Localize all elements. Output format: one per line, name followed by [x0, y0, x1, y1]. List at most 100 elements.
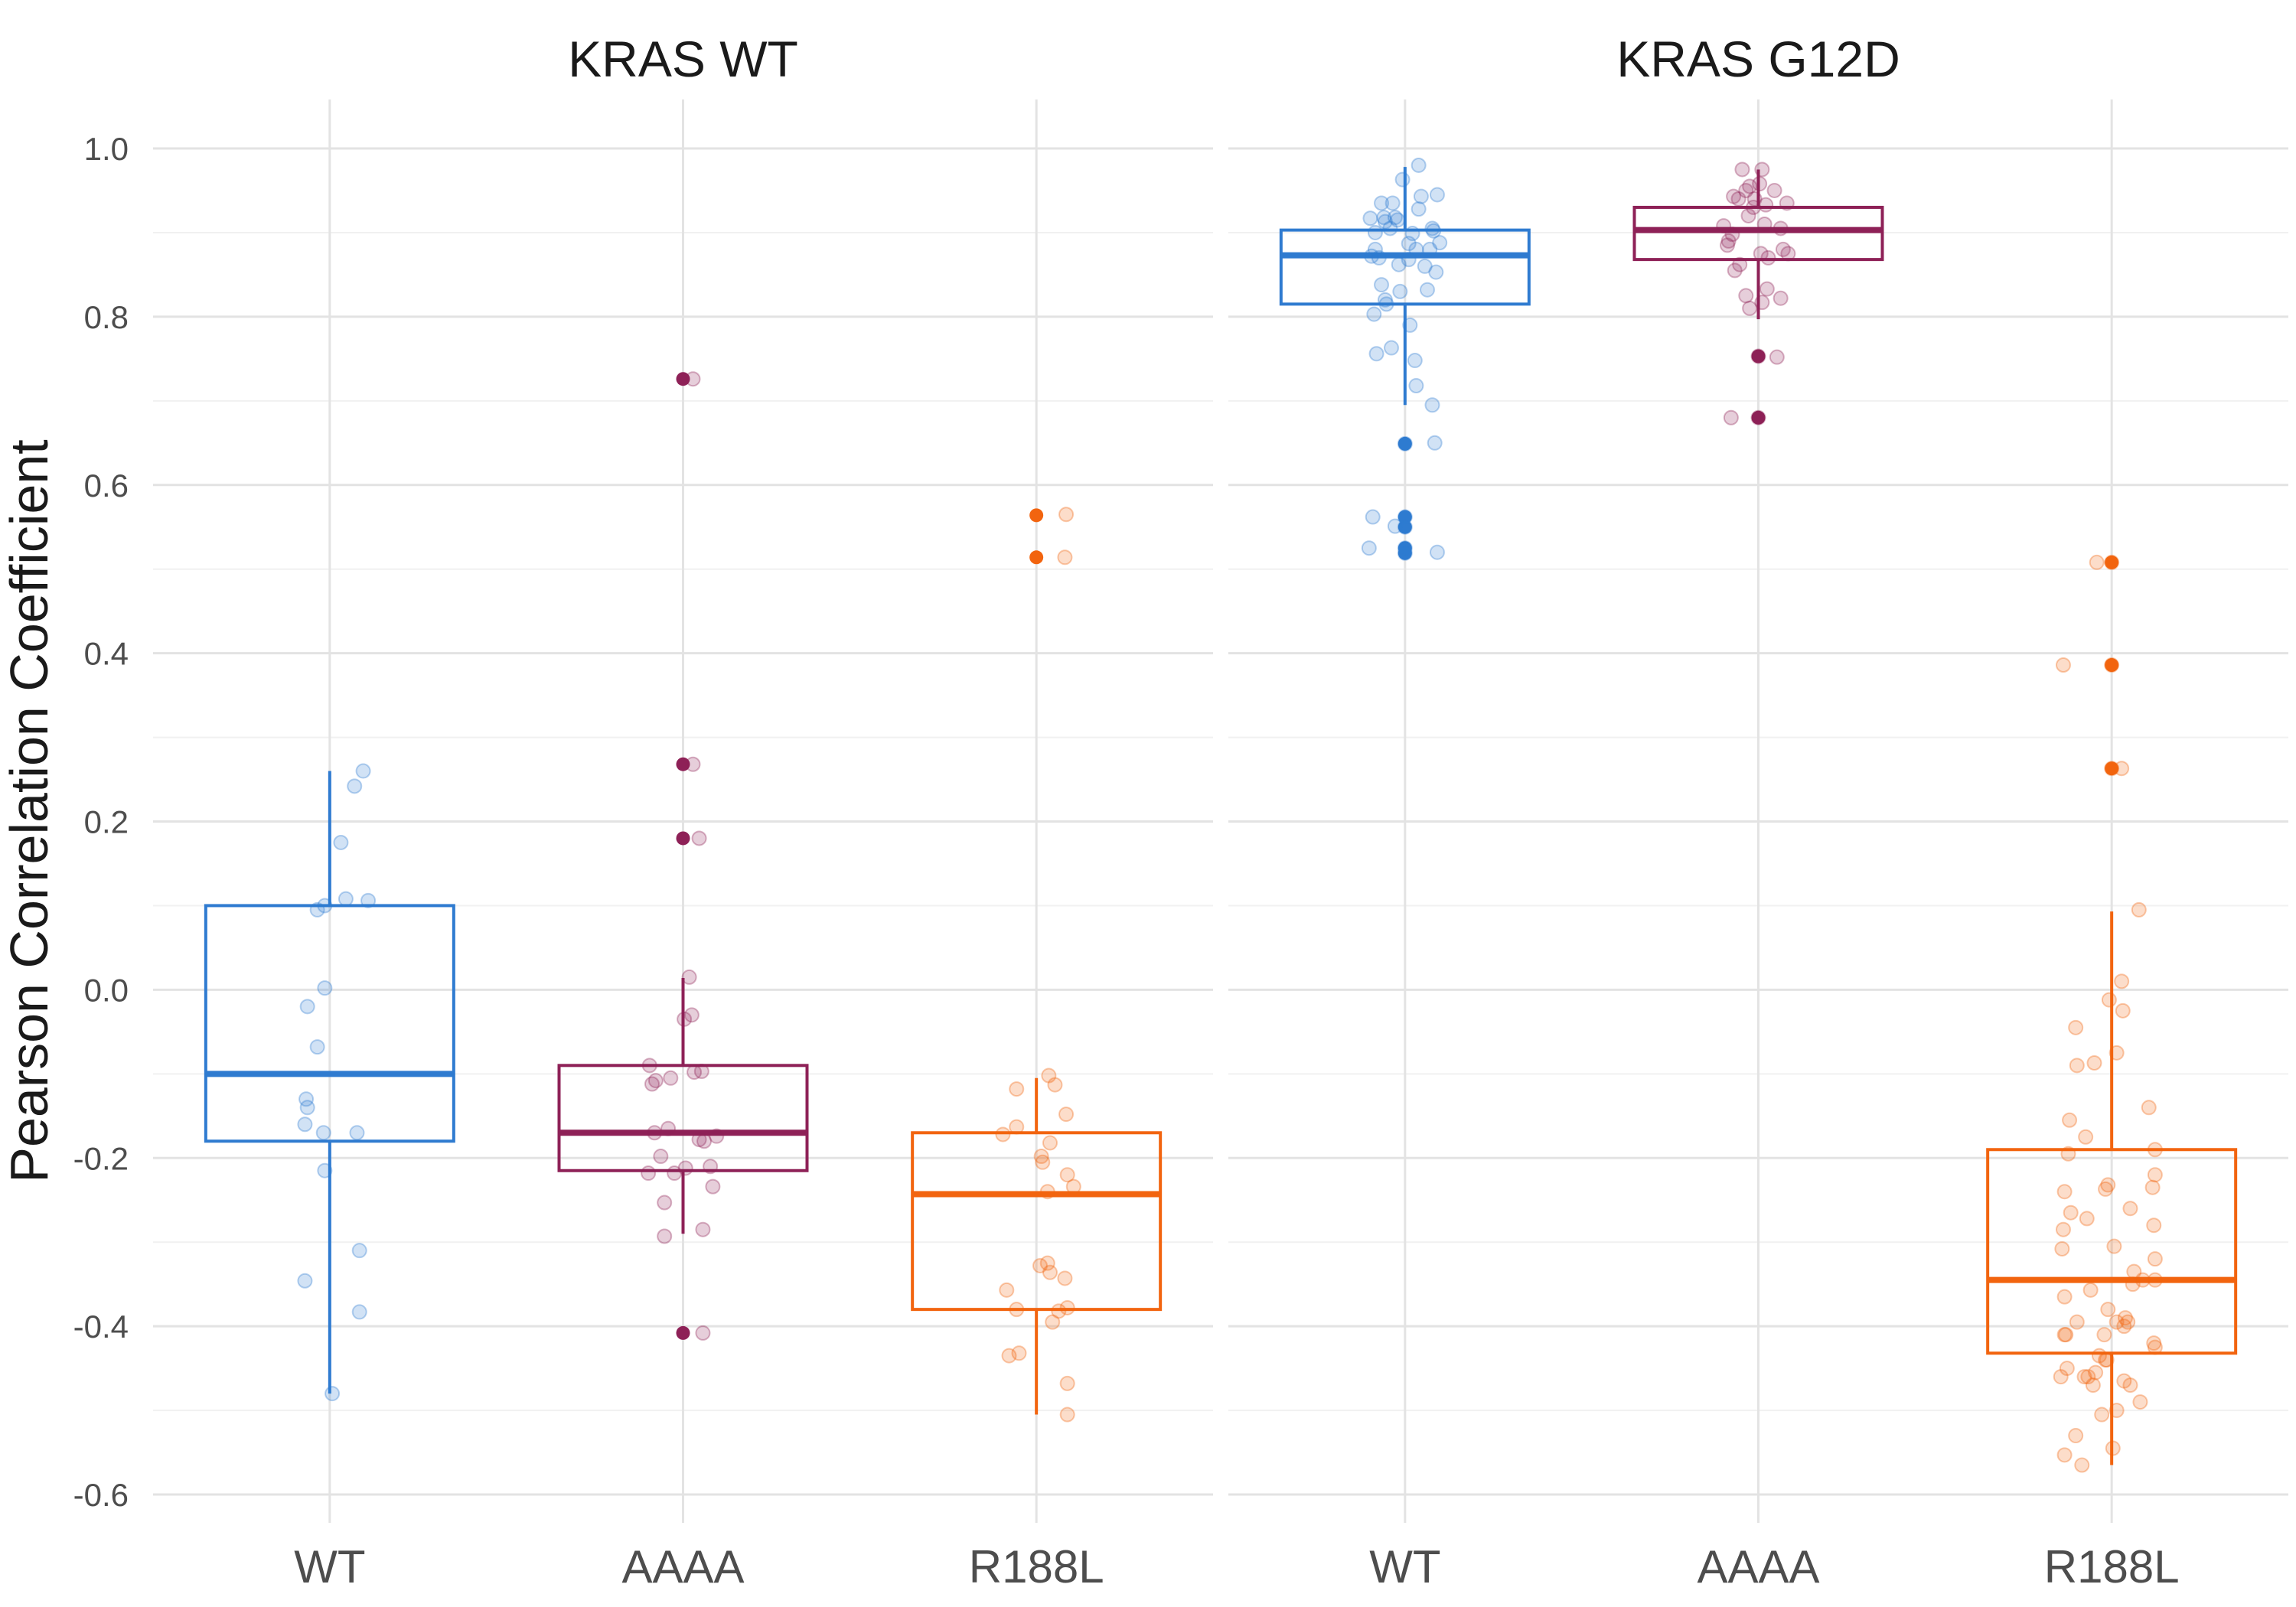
jitter-point [2056, 1447, 2073, 1463]
y-tick-label: -0.6 [73, 1477, 129, 1513]
jitter-point [1411, 201, 1427, 217]
jitter-point [299, 999, 315, 1015]
jitter-point [1059, 1299, 1075, 1315]
x-axis: WT AAAA R188L WT AAAA R188L [294, 1541, 2179, 1592]
y-tick-label: 0.6 [84, 468, 129, 504]
jitter-point [2146, 1217, 2162, 1234]
jitter-point [1408, 378, 1424, 394]
jitter-point [683, 1007, 700, 1023]
outlier-point [1029, 508, 1044, 523]
jitter-point [1752, 176, 1768, 192]
jitter-point [360, 892, 377, 908]
jitter-point [2054, 1240, 2070, 1257]
jitter-point [693, 1064, 709, 1080]
jitter-point [1720, 237, 1735, 253]
jitter-point [338, 891, 354, 907]
outlier-point [1751, 410, 1766, 425]
jitter-point [1377, 292, 1393, 308]
jitter-point [2122, 1377, 2138, 1393]
panel-title: KRAS WT [568, 31, 798, 87]
jitter-point [2147, 1272, 2163, 1288]
jitter-point [685, 756, 701, 772]
jitter-point [1758, 197, 1774, 213]
y-tick-label: 0.8 [84, 299, 129, 335]
jitter-point [2108, 1045, 2125, 1061]
x-tick-label: AAAA [621, 1541, 744, 1592]
jitter-point [351, 1304, 367, 1320]
outlier-point [676, 831, 690, 846]
outlier-point [676, 757, 690, 771]
jitter-point [2131, 901, 2147, 918]
jitter-point [1424, 397, 1440, 413]
jitter-point [2089, 554, 2105, 570]
jitter-point [1742, 300, 1758, 316]
jitter-point [1773, 220, 1789, 236]
jitter-point [1730, 191, 1746, 207]
jitter-point [347, 778, 363, 794]
jitter-point [1397, 509, 1413, 525]
jitter-point [1394, 171, 1411, 187]
jitter-point [1427, 435, 1443, 451]
jitter-point [317, 980, 333, 996]
box-group [1986, 911, 2238, 1465]
jitter-point [1392, 283, 1408, 299]
jitter-point [999, 1282, 1015, 1298]
jitter-point [2106, 1238, 2122, 1254]
jitter-point [1387, 518, 1403, 534]
outlier-point [676, 372, 690, 386]
jitter-point [351, 1243, 367, 1259]
jitter-point [299, 1100, 315, 1116]
jitter-point [1413, 188, 1429, 204]
jitter-point [1364, 248, 1380, 264]
jitter-point [2086, 1055, 2102, 1071]
jitter-point [1390, 212, 1406, 228]
jitter-point [641, 1165, 657, 1182]
jitter-point [1059, 1375, 1075, 1391]
x-tick-label: R188L [2044, 1541, 2180, 1592]
jitter-point [1756, 216, 1773, 232]
outlier-point [1397, 510, 1412, 524]
box-group [204, 771, 455, 1394]
y-axis-label: Pearson Correlation Coefficient [0, 439, 59, 1182]
jitter-point [1753, 246, 1769, 262]
jitter-point [2060, 1146, 2076, 1162]
jitter-point [657, 1195, 673, 1211]
jitter-point [1723, 409, 1739, 425]
jitter-point [2147, 1251, 2163, 1267]
jitter-point [2056, 1289, 2073, 1305]
jitter-point [1773, 290, 1789, 306]
jitter-point [657, 1228, 673, 1244]
x-tick-label: AAAA [1697, 1541, 1819, 1592]
jitter-point [1419, 282, 1435, 298]
jitter-point [2059, 1361, 2075, 1377]
jitter-point [1411, 157, 1427, 173]
jitter-point [1361, 540, 1377, 556]
y-tick-label: 1.0 [84, 131, 129, 167]
jitter-point [309, 1039, 325, 1055]
jitter-point [1059, 1167, 1075, 1183]
jitter-point [660, 1120, 677, 1136]
jitter-point [2115, 1002, 2131, 1019]
jitter-point [2146, 1335, 2162, 1351]
panel-title: KRAS G12D [1616, 31, 1900, 87]
jitter-point [2091, 1348, 2107, 1364]
jitter-point [1057, 1270, 1073, 1286]
jitter-point [2088, 1364, 2104, 1380]
jitter-point [1738, 288, 1754, 304]
jitter-point [1426, 223, 1442, 239]
jitter-point [1042, 1135, 1058, 1151]
jitter-point [691, 830, 707, 846]
jitter-point [2055, 1221, 2071, 1237]
jitter-point [298, 1091, 315, 1107]
jitter-point [647, 1125, 663, 1141]
jitter-point [687, 1064, 703, 1081]
x-tick-label: WT [1369, 1541, 1440, 1592]
jitter-point [1039, 1255, 1055, 1271]
jitter-point [1754, 295, 1770, 311]
box-iqr [1632, 205, 1884, 262]
jitter-point [1738, 182, 1754, 198]
jitter-point [1750, 409, 1766, 425]
jitter-point [691, 1132, 707, 1148]
jitter-point [1401, 252, 1417, 268]
